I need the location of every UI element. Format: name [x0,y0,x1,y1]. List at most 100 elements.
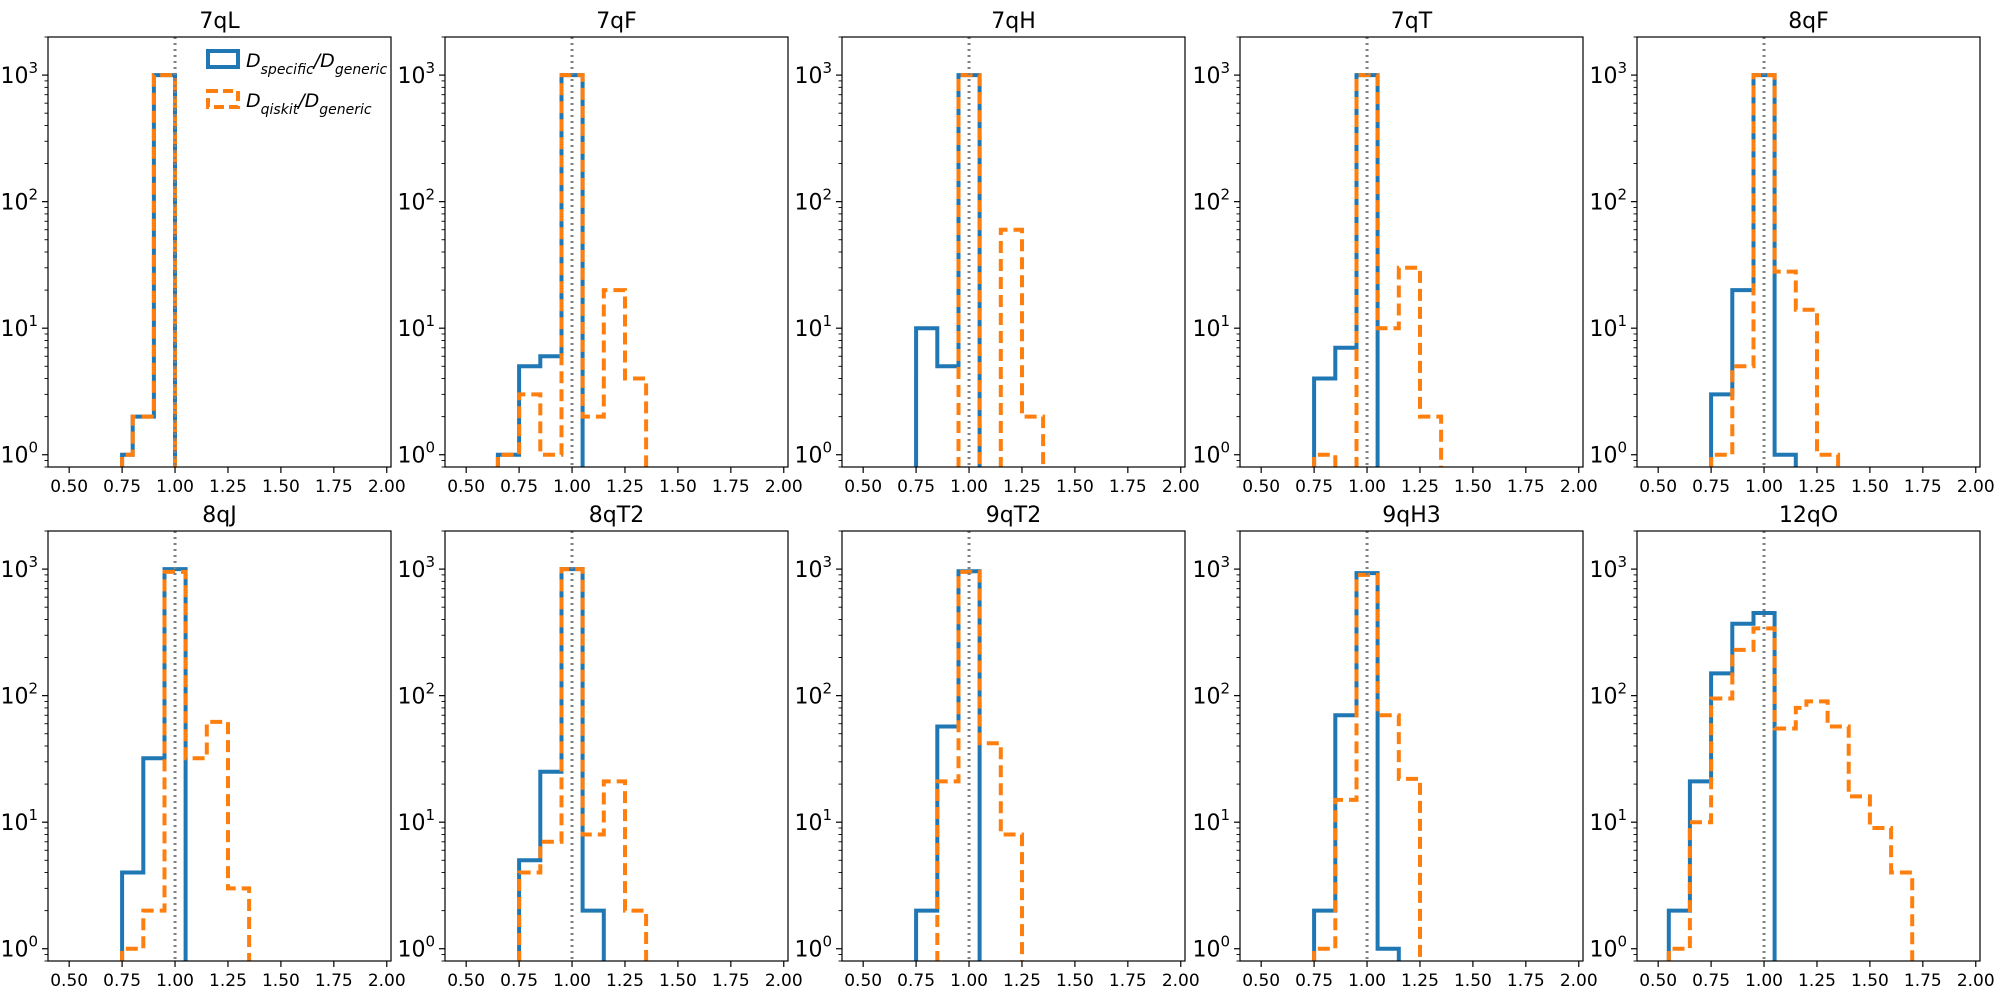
series-specific-step [914,569,982,961]
y-tick-base: 10 [397,64,425,89]
subplot-title: 7qL [199,9,240,34]
y-tick-exponent: 0 [425,933,435,951]
x-tick-label: 2.00 [1957,971,1995,991]
y-tick-label: 102 [1589,680,1627,710]
y-tick-base: 10 [1589,317,1617,342]
x-tick-label: 0.75 [897,477,935,497]
x-tick-label: 0.50 [50,971,88,991]
y-tick-exponent: 1 [425,312,435,330]
legend-slash: / [296,90,307,112]
y-tick-exponent: 0 [1220,439,1230,457]
x-tick-label: 0.75 [103,971,141,991]
y-tick-exponent: 2 [28,186,38,204]
x-tick-label: 1.25 [1003,477,1041,497]
y-tick-exponent: 2 [425,186,435,204]
series-specific-step [517,567,606,961]
series-qiskit-step [935,569,1024,961]
y-tick-base: 10 [397,811,425,836]
y-tick-exponent: 3 [1220,59,1230,77]
plot-area [517,531,649,961]
y-tick-exponent: 3 [425,59,435,77]
x-tick-label: 1.00 [1745,971,1783,991]
subplot-title: 12qO [1779,503,1838,528]
y-tick-base: 10 [1192,191,1220,216]
x-tick-label: 1.75 [1904,477,1942,497]
series-qiskit-step [120,73,177,467]
x-tick-label: 0.50 [1639,477,1677,497]
subplot-title: 9qH3 [1382,503,1441,528]
y-tick-exponent: 1 [822,312,832,330]
x-tick-label: 1.50 [262,971,300,991]
series-specific-step [120,567,188,961]
x-tick-label: 0.75 [1295,971,1333,991]
y-tick-exponent: 0 [822,933,832,951]
y-tick-label: 103 [0,59,38,89]
plot-area [120,37,177,467]
y-tick-exponent: 0 [1617,933,1627,951]
y-tick-label: 102 [1192,680,1230,710]
x-tick-label: 0.75 [500,477,538,497]
x-tick-label: 1.50 [1454,971,1492,991]
series-qiskit-step [517,567,649,961]
legend-swatch-specific [206,49,240,69]
legend-label-qiskit: Dqiskit/Dgeneric [246,90,372,118]
subplot-title: 8qF [1788,9,1829,34]
plot-area [120,531,252,961]
x-tick-label: 1.75 [1109,477,1147,497]
series-specific-step [1666,611,1777,961]
axes-frame [47,530,392,962]
y-tick-label: 102 [397,680,435,710]
x-tick-label: 1.25 [606,477,644,497]
series-qiskit-step [495,73,649,467]
legend-specific-den-sub: generic [335,62,388,78]
y-tick-exponent: 2 [822,680,832,698]
y-tick-base: 10 [1589,685,1617,710]
y-tick-label: 102 [0,680,38,710]
y-tick-label: 102 [1192,186,1230,216]
y-tick-base: 10 [794,444,822,469]
y-tick-base: 10 [0,558,28,583]
x-tick-label: 0.75 [500,971,538,991]
series-qiskit-step [1709,73,1841,467]
axes-frame [841,36,1186,468]
y-tick-label: 103 [0,553,38,583]
x-tick-label: 0.50 [844,477,882,497]
y-tick-base: 10 [0,811,28,836]
y-tick-base: 10 [0,64,28,89]
y-tick-label: 101 [1192,806,1230,836]
legend-label-specific: Dspecific/Dgeneric [246,50,387,78]
plot-area [1666,531,1915,961]
x-tick-label: 1.75 [1109,971,1147,991]
y-tick-base: 10 [397,938,425,963]
y-tick-base: 10 [1589,444,1617,469]
y-tick-label: 102 [1589,186,1627,216]
x-tick-label: 1.25 [209,971,247,991]
y-tick-base: 10 [1589,811,1617,836]
y-tick-base: 10 [397,191,425,216]
x-tick-label: 0.50 [447,971,485,991]
y-tick-label: 103 [794,553,832,583]
y-tick-label: 101 [0,312,38,342]
y-tick-exponent: 2 [425,680,435,698]
y-tick-base: 10 [794,317,822,342]
y-tick-exponent: 2 [822,186,832,204]
x-tick-label: 2.00 [765,971,803,991]
series-specific-step [120,73,177,467]
x-tick-label: 1.00 [1745,477,1783,497]
y-tick-base: 10 [1589,938,1617,963]
y-tick-exponent: 1 [28,806,38,824]
x-tick-label: 1.50 [1851,477,1889,497]
x-tick-label: 1.50 [659,477,697,497]
y-tick-base: 10 [1589,558,1617,583]
y-tick-base: 10 [397,317,425,342]
legend-qiskit-num: D [246,90,261,112]
legend-specific-den: D [320,50,335,72]
x-tick-label: 1.50 [1056,971,1094,991]
x-tick-label: 0.50 [1242,477,1280,497]
subplot-title: 7qT [1391,9,1433,34]
